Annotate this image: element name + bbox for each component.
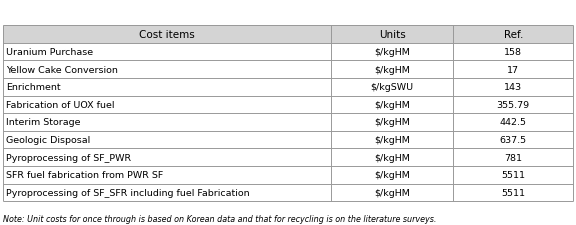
Bar bbox=[331, 184, 453, 201]
Text: Units: Units bbox=[378, 30, 406, 40]
Bar bbox=[331, 114, 453, 131]
Text: $/kgHM: $/kgHM bbox=[374, 188, 410, 197]
Bar bbox=[453, 184, 573, 201]
Text: Cost items: Cost items bbox=[139, 30, 195, 40]
Bar bbox=[331, 79, 453, 96]
Bar bbox=[453, 166, 573, 184]
Text: 5511: 5511 bbox=[501, 188, 525, 197]
Bar bbox=[453, 131, 573, 149]
Bar bbox=[331, 61, 453, 79]
Text: $/kgHM: $/kgHM bbox=[374, 118, 410, 127]
Text: 637.5: 637.5 bbox=[500, 135, 527, 144]
Text: Pyroprocessing of SF_SFR including fuel Fabrication: Pyroprocessing of SF_SFR including fuel … bbox=[6, 188, 250, 197]
Text: 5511: 5511 bbox=[501, 171, 525, 180]
Text: 158: 158 bbox=[504, 48, 522, 57]
Text: $/kgHM: $/kgHM bbox=[374, 65, 410, 74]
Text: Pyroprocessing of SF_PWR: Pyroprocessing of SF_PWR bbox=[6, 153, 131, 162]
Bar bbox=[3, 184, 331, 201]
Bar bbox=[3, 166, 331, 184]
Bar bbox=[453, 61, 573, 79]
Text: 442.5: 442.5 bbox=[500, 118, 526, 127]
Bar bbox=[3, 26, 331, 43]
Bar bbox=[331, 26, 453, 43]
Bar bbox=[331, 166, 453, 184]
Text: Yellow Cake Conversion: Yellow Cake Conversion bbox=[6, 65, 118, 74]
Text: Uranium Purchase: Uranium Purchase bbox=[6, 48, 93, 57]
Text: $/kgHM: $/kgHM bbox=[374, 100, 410, 109]
Bar bbox=[3, 43, 331, 61]
Text: Enrichment: Enrichment bbox=[6, 83, 61, 92]
Text: 17: 17 bbox=[507, 65, 519, 74]
Text: 355.79: 355.79 bbox=[497, 100, 530, 109]
Text: 143: 143 bbox=[504, 83, 522, 92]
Text: Note: Unit costs for once through is based on Korean data and that for recycling: Note: Unit costs for once through is bas… bbox=[3, 214, 436, 223]
Text: $/kgHM: $/kgHM bbox=[374, 153, 410, 162]
Bar bbox=[331, 96, 453, 114]
Bar bbox=[453, 26, 573, 43]
Bar bbox=[453, 79, 573, 96]
Bar bbox=[3, 96, 331, 114]
Bar bbox=[331, 149, 453, 166]
Bar bbox=[453, 149, 573, 166]
Bar bbox=[453, 43, 573, 61]
Text: Ref.: Ref. bbox=[503, 30, 523, 40]
Bar bbox=[331, 131, 453, 149]
Bar bbox=[3, 131, 331, 149]
Text: $/kgHM: $/kgHM bbox=[374, 48, 410, 57]
Bar bbox=[3, 149, 331, 166]
Text: Geologic Disposal: Geologic Disposal bbox=[6, 135, 90, 144]
Bar bbox=[3, 61, 331, 79]
Text: $/kgHM: $/kgHM bbox=[374, 135, 410, 144]
Text: SFR fuel fabrication from PWR SF: SFR fuel fabrication from PWR SF bbox=[6, 171, 164, 180]
Text: $/kgSWU: $/kgSWU bbox=[370, 83, 414, 92]
Text: KAERI: KAERI bbox=[134, 73, 350, 134]
Text: Interim Storage: Interim Storage bbox=[6, 118, 81, 127]
Bar bbox=[3, 114, 331, 131]
Bar bbox=[453, 114, 573, 131]
Text: 781: 781 bbox=[504, 153, 522, 162]
Bar bbox=[3, 79, 331, 96]
Text: $/kgHM: $/kgHM bbox=[374, 171, 410, 180]
Bar bbox=[331, 43, 453, 61]
Text: Fabrication of UOX fuel: Fabrication of UOX fuel bbox=[6, 100, 115, 109]
Bar bbox=[453, 96, 573, 114]
